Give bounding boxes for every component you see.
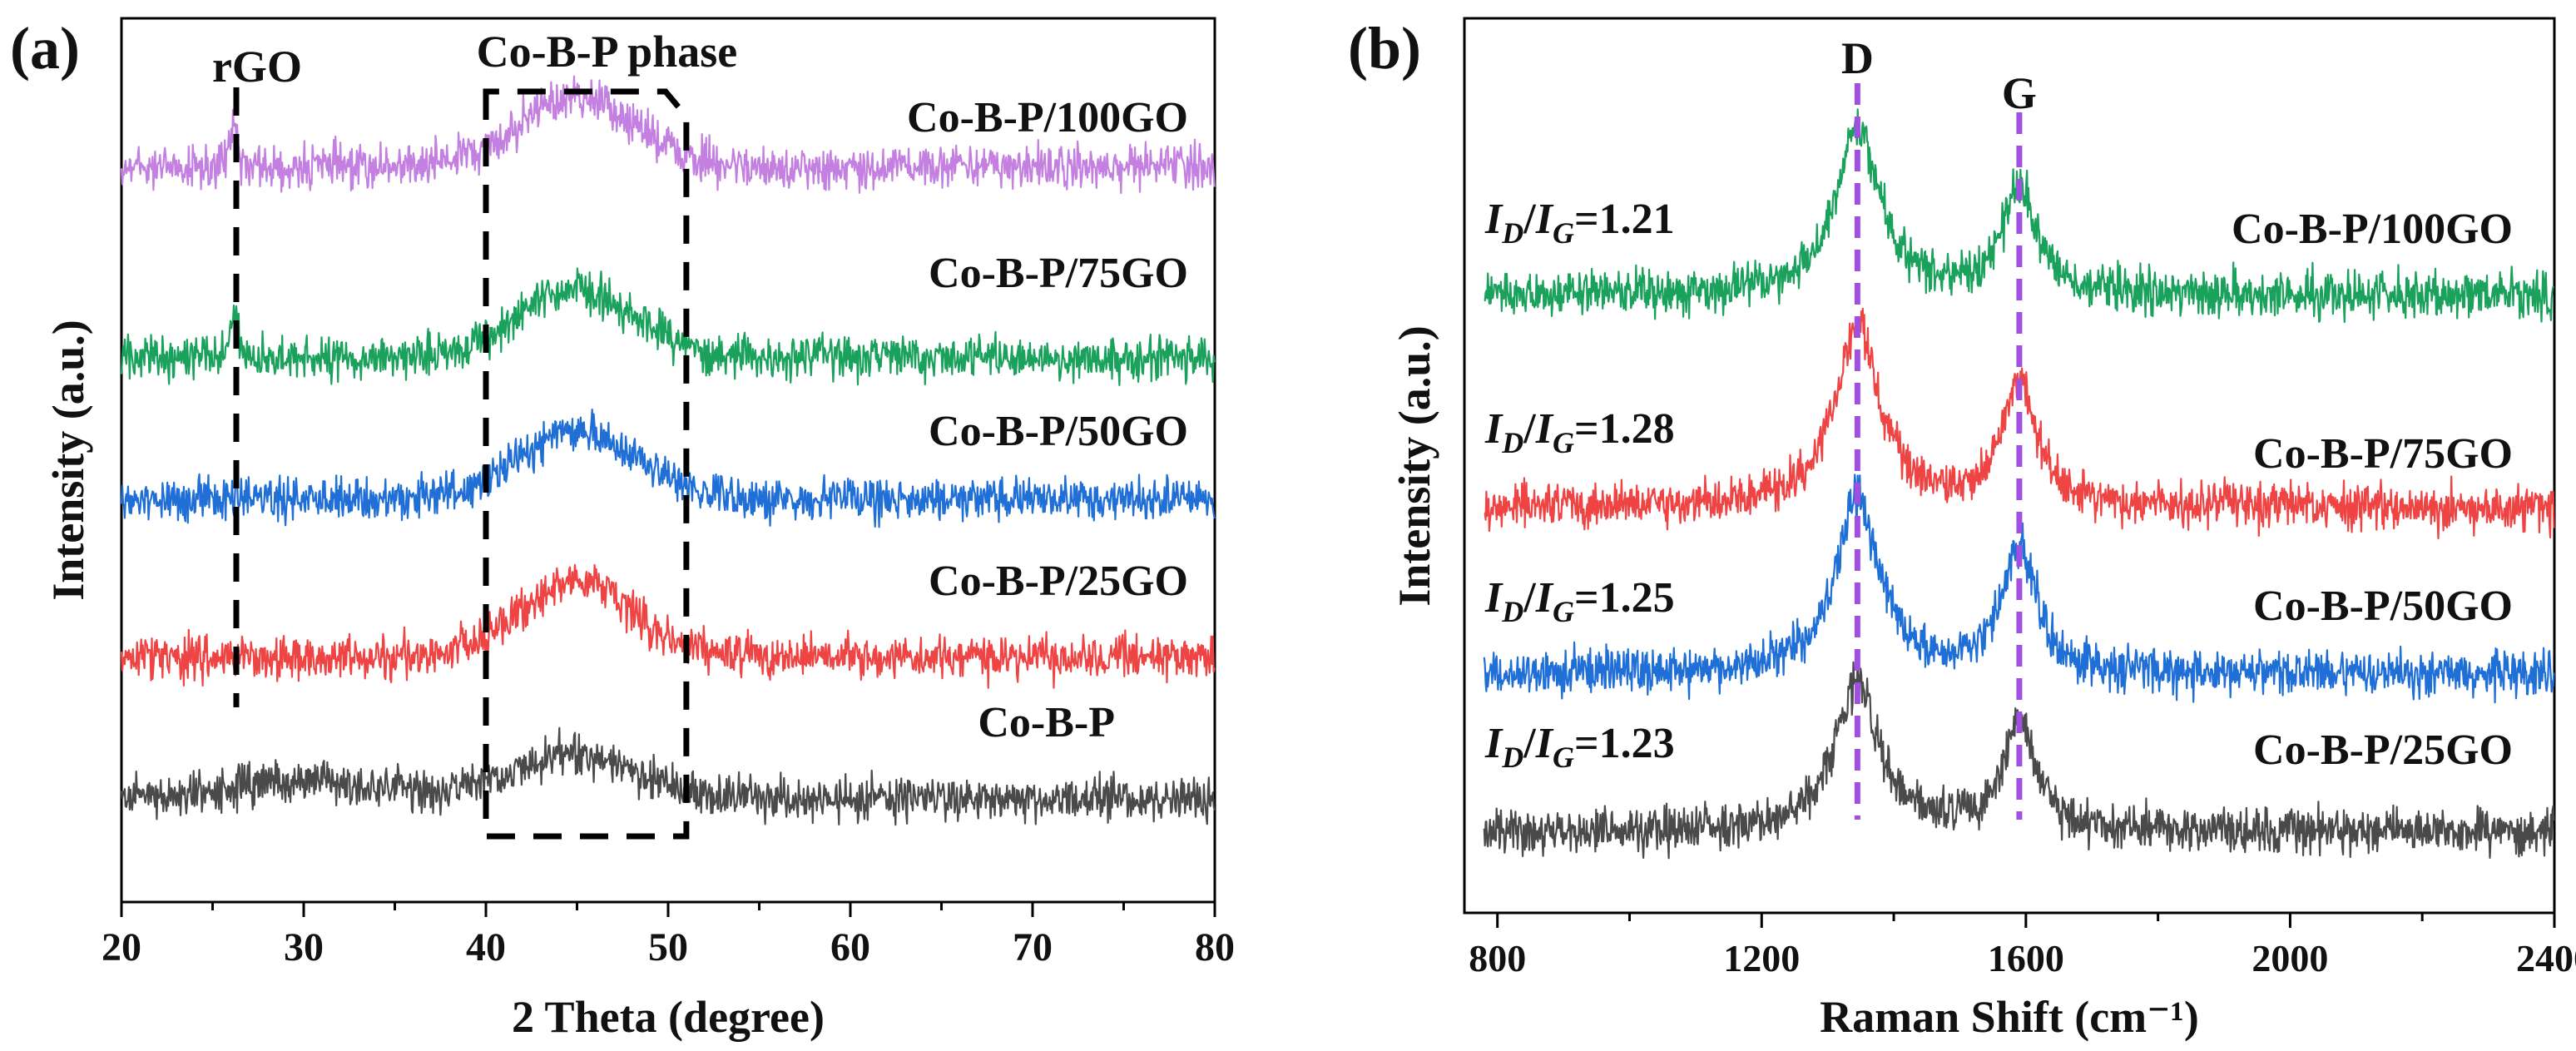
- panel-a-xlabel: 2 Theta (degree): [512, 992, 825, 1042]
- panel-b-plot-frame: [1463, 17, 2556, 915]
- x-tick-label-2400: 2400: [2516, 937, 2576, 979]
- series-label-co-b-p-100go: Co-B-P/100GO: [2232, 206, 2513, 253]
- panel-a-x-ticks: 20 30 40 50 60 70 80: [102, 902, 1235, 969]
- trace-co-b-p-25go: [120, 563, 1216, 689]
- series-label-co-b-p-50go: Co-B-P/50GO: [929, 408, 1188, 455]
- trace-co-b-p-50go: [120, 409, 1216, 528]
- trace-co-b-p-75go: [120, 267, 1216, 386]
- series-label-co-b-p-75go: Co-B-P/75GO: [929, 250, 1188, 297]
- panel-a: (a) rGO Co-B-P phase Co-B-P/100GOCo-B-P/…: [10, 15, 1235, 1042]
- x-tick-label-40: 40: [466, 925, 506, 969]
- x-tick-label-80: 80: [1195, 925, 1235, 969]
- id-ig-ratio-co-b-p-25go: ID/IG=1.23: [1484, 720, 1675, 774]
- rgo-label: rGO: [212, 42, 302, 92]
- trace-co-b-p-100go: [120, 75, 1216, 195]
- phase-region-box: [483, 88, 690, 840]
- panel-b-label: (b): [1348, 15, 1421, 82]
- panel-a-traces: [120, 75, 1216, 826]
- x-tick-label-800: 800: [1469, 937, 1526, 979]
- x-tick-label-1600: 1600: [1988, 937, 2064, 979]
- panel-a-series-labels: Co-B-P/100GO Co-B-P/75GO Co-B-P/50GO Co-B-P…: [907, 94, 1188, 746]
- panel-b-x-ticks: 800 1200 1600 2000 2400: [1469, 913, 2576, 979]
- series-label-co-b-p-75go: Co-B-P/75GO: [2253, 430, 2513, 478]
- id-ig-ratio-co-b-p-50go: ID/IG=1.25: [1484, 574, 1675, 628]
- x-tick-label-20: 20: [102, 925, 141, 969]
- panel-b-series-labels: Co-B-P/100GO Co-B-P/75GO Co-B-P/50GO Co-B-P…: [2232, 206, 2513, 774]
- trace-co-b-p-100go: [1484, 108, 2555, 324]
- series-label-co-b-p: Co-B-P: [978, 699, 1115, 746]
- x-tick-label-2000: 2000: [2252, 937, 2328, 979]
- panel-b-ylabel: Intensity (a.u.): [1390, 325, 1439, 607]
- panel-b-xlabel: Raman Shift (cm⁻¹): [1820, 992, 2199, 1042]
- panel-b-annotations: D G: [1841, 33, 2037, 820]
- panel-a-ylabel: Intensity (a.u.): [43, 320, 93, 601]
- x-tick-label-50: 50: [648, 925, 688, 969]
- panel-b: (b) D G Co-B-P/100GO Co-B-P/75GO Co-B-P/50…: [1348, 15, 2576, 1042]
- x-tick-label-60: 60: [830, 925, 870, 969]
- panel-b-intensity-ratios: ID/IG=1.21 ID/IG=1.28 ID/IG=1.25 ID/IG=1.23: [1484, 196, 1675, 774]
- id-ig-ratio-co-b-p-75go: ID/IG=1.28: [1484, 405, 1675, 459]
- x-tick-label-1200: 1200: [1723, 937, 1800, 979]
- trace-co-b-p: [120, 726, 1216, 826]
- x-tick-label-70: 70: [1013, 925, 1053, 969]
- series-label-co-b-p-50go: Co-B-P/50GO: [2253, 583, 2513, 630]
- series-label-co-b-p-25go: Co-B-P/25GO: [2253, 726, 2513, 774]
- id-ig-ratio-co-b-p-100go: ID/IG=1.21: [1484, 196, 1675, 250]
- panel-a-label: (a): [10, 15, 80, 82]
- g-band-label: G: [2002, 68, 2037, 118]
- d-band-label: D: [1841, 33, 1874, 83]
- panel-a-annotations: rGO Co-B-P phase: [212, 27, 738, 840]
- phase-label: Co-B-P phase: [477, 27, 738, 77]
- x-tick-label-30: 30: [284, 925, 324, 969]
- series-label-co-b-p-25go: Co-B-P/25GO: [929, 558, 1188, 605]
- series-label-co-b-p-100go: Co-B-P/100GO: [907, 94, 1188, 141]
